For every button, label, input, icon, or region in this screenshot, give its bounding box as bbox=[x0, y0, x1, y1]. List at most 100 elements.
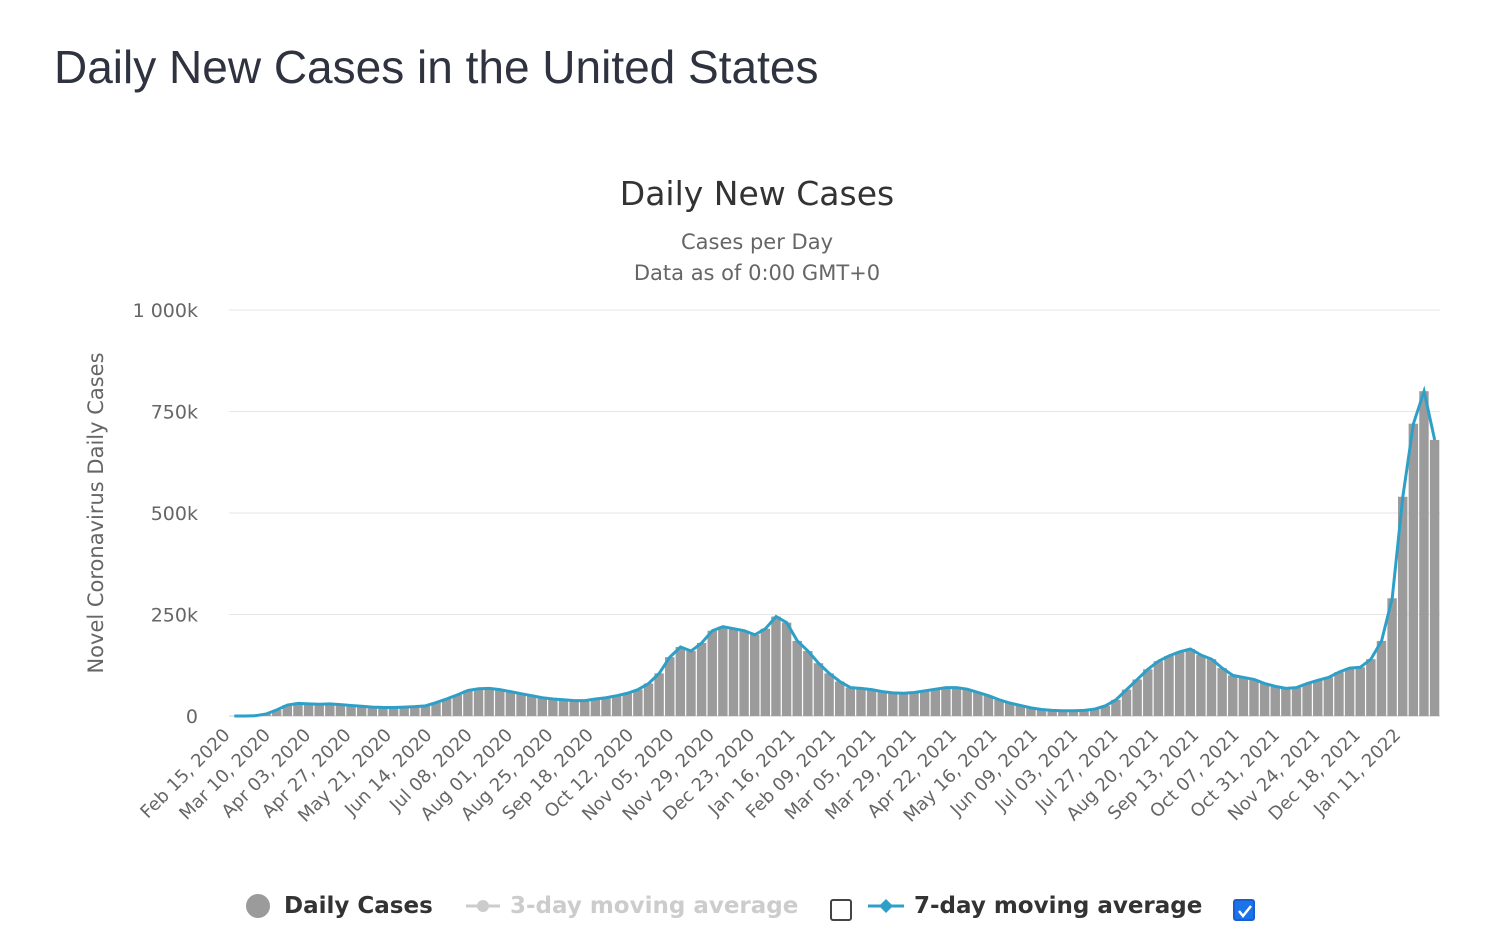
bar[interactable] bbox=[824, 673, 834, 716]
bar[interactable] bbox=[537, 697, 547, 716]
bar[interactable] bbox=[1249, 679, 1259, 716]
bar[interactable] bbox=[1323, 677, 1334, 716]
bar[interactable] bbox=[1174, 651, 1185, 716]
bar[interactable] bbox=[1111, 699, 1121, 716]
bar[interactable] bbox=[835, 681, 845, 716]
legend-7day-ma[interactable]: 7-day moving average bbox=[868, 888, 1202, 924]
bar[interactable] bbox=[303, 703, 314, 716]
bar[interactable] bbox=[580, 700, 590, 716]
bar[interactable] bbox=[282, 705, 293, 716]
bar[interactable] bbox=[941, 687, 951, 716]
bar[interactable] bbox=[1270, 686, 1280, 716]
bar[interactable] bbox=[452, 694, 462, 716]
bar[interactable] bbox=[1068, 710, 1079, 716]
bar[interactable] bbox=[314, 704, 324, 716]
bar[interactable] bbox=[463, 690, 473, 716]
bar[interactable] bbox=[951, 687, 962, 716]
bar[interactable] bbox=[526, 695, 537, 716]
bar[interactable] bbox=[1366, 659, 1376, 716]
bar[interactable] bbox=[1355, 667, 1365, 716]
bar[interactable] bbox=[750, 634, 760, 716]
bar[interactable] bbox=[1036, 709, 1047, 717]
bar[interactable] bbox=[665, 657, 675, 716]
bar[interactable] bbox=[1004, 703, 1015, 716]
bar[interactable] bbox=[803, 651, 813, 716]
bar[interactable] bbox=[473, 688, 484, 716]
bar[interactable] bbox=[1408, 423, 1419, 716]
bar[interactable] bbox=[771, 616, 781, 716]
bar[interactable] bbox=[1313, 680, 1323, 716]
bar[interactable] bbox=[728, 628, 739, 716]
bar[interactable] bbox=[346, 705, 356, 716]
bar[interactable] bbox=[505, 691, 516, 716]
bar[interactable] bbox=[325, 703, 335, 716]
bar[interactable] bbox=[622, 693, 632, 716]
bar[interactable] bbox=[590, 698, 601, 716]
bar[interactable] bbox=[983, 695, 994, 716]
bar[interactable] bbox=[1334, 672, 1344, 716]
bar[interactable] bbox=[495, 689, 505, 716]
bar[interactable] bbox=[1376, 640, 1387, 716]
bar[interactable] bbox=[420, 705, 431, 716]
bar[interactable] bbox=[558, 699, 569, 716]
bar[interactable] bbox=[569, 700, 579, 716]
bar[interactable] bbox=[845, 687, 856, 716]
bar[interactable] bbox=[601, 697, 611, 716]
bar[interactable] bbox=[399, 707, 409, 716]
bar[interactable] bbox=[1429, 439, 1440, 716]
bar[interactable] bbox=[813, 663, 824, 716]
bar[interactable] bbox=[1100, 705, 1110, 716]
bar[interactable] bbox=[431, 702, 441, 716]
bar[interactable] bbox=[356, 706, 367, 716]
bar[interactable] bbox=[1419, 391, 1429, 716]
bar[interactable] bbox=[1206, 659, 1217, 716]
bar[interactable] bbox=[378, 707, 388, 716]
bar[interactable] bbox=[1344, 668, 1355, 716]
bar[interactable] bbox=[962, 689, 972, 716]
bar[interactable] bbox=[271, 709, 282, 716]
bar[interactable] bbox=[1164, 655, 1174, 716]
ma7-checkbox[interactable] bbox=[1233, 899, 1255, 921]
bar[interactable] bbox=[410, 706, 420, 716]
bar[interactable] bbox=[792, 640, 802, 716]
bar[interactable] bbox=[909, 692, 919, 716]
ma3-checkbox[interactable] bbox=[830, 899, 852, 921]
bar[interactable] bbox=[335, 704, 346, 716]
bar[interactable] bbox=[718, 626, 728, 716]
bar[interactable] bbox=[781, 622, 792, 716]
bar[interactable] bbox=[1089, 709, 1100, 716]
bar[interactable] bbox=[1153, 661, 1164, 716]
bar[interactable] bbox=[1398, 496, 1408, 716]
bar[interactable] bbox=[1047, 710, 1057, 716]
bar[interactable] bbox=[675, 646, 686, 716]
bar[interactable] bbox=[548, 698, 558, 716]
bar[interactable] bbox=[1259, 683, 1270, 716]
bar[interactable] bbox=[1185, 649, 1195, 716]
bar[interactable] bbox=[973, 692, 983, 716]
bar[interactable] bbox=[686, 651, 696, 716]
legend-3day-ma[interactable]: 3-day moving average bbox=[466, 888, 798, 924]
bar[interactable] bbox=[367, 707, 378, 716]
bar[interactable] bbox=[388, 707, 399, 716]
bar[interactable] bbox=[1015, 705, 1026, 716]
bar[interactable] bbox=[919, 690, 930, 716]
bar[interactable] bbox=[611, 695, 622, 716]
bar[interactable] bbox=[1238, 677, 1249, 716]
bar[interactable] bbox=[888, 692, 898, 716]
bar[interactable] bbox=[707, 630, 717, 716]
bar[interactable] bbox=[1196, 655, 1206, 716]
bar[interactable] bbox=[1387, 598, 1397, 716]
bar[interactable] bbox=[994, 699, 1004, 716]
bar[interactable] bbox=[696, 642, 707, 716]
bar[interactable] bbox=[643, 683, 654, 716]
bar[interactable] bbox=[1291, 687, 1302, 716]
bar[interactable] bbox=[293, 703, 303, 716]
bar[interactable] bbox=[654, 673, 664, 716]
bar[interactable] bbox=[739, 630, 749, 716]
legend-daily-cases[interactable]: Daily Cases bbox=[244, 888, 433, 924]
bar[interactable] bbox=[484, 688, 494, 716]
bar[interactable] bbox=[760, 628, 771, 716]
bar[interactable] bbox=[930, 689, 941, 716]
bar[interactable] bbox=[866, 689, 877, 716]
bar[interactable] bbox=[1132, 679, 1142, 716]
